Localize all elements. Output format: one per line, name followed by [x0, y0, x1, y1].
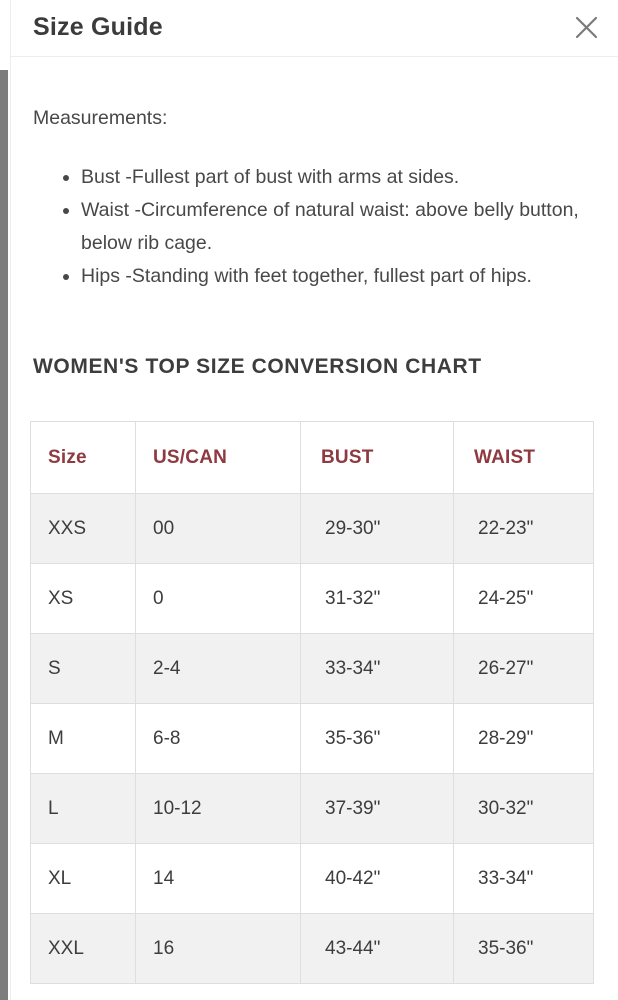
scrollbar-thumb[interactable] — [0, 70, 8, 1000]
table-cell: 30-32" — [453, 773, 594, 844]
measurement-item: Bust -Fullest part of bust with arms at … — [81, 161, 596, 194]
size-conversion-table: Size US/CAN BUST WAIST XXS 00 29-30" 22-23" XS 0… — [30, 421, 594, 984]
table-cell: XL — [30, 843, 136, 914]
measurement-item: Hips -Standing with feet together, fulle… — [81, 260, 596, 293]
table-row: M 6-8 35-36" 28-29" — [30, 703, 594, 774]
table-cell: 22-23" — [453, 493, 594, 564]
table-row: L 10-12 37-39" 30-32" — [30, 773, 594, 844]
table-header-row: Size US/CAN BUST WAIST — [30, 421, 594, 494]
table-cell: XS — [30, 563, 136, 634]
table-cell: 0 — [135, 563, 301, 634]
close-icon — [573, 14, 600, 41]
table-cell: 35-36" — [300, 703, 454, 774]
table-cell: 28-29" — [453, 703, 594, 774]
table-cell: 37-39" — [300, 773, 454, 844]
scrollbar-track[interactable] — [0, 0, 11, 1000]
modal-header: Size Guide — [0, 0, 618, 57]
table-cell: XXS — [30, 493, 136, 564]
chart-heading: WOMEN'S TOP SIZE CONVERSION CHART — [33, 355, 482, 378]
table-cell: L — [30, 773, 136, 844]
table-cell: 43-44" — [300, 913, 454, 984]
table-cell: 40-42" — [300, 843, 454, 914]
table-cell: 6-8 — [135, 703, 301, 774]
table-cell: S — [30, 633, 136, 704]
table-cell: 29-30" — [300, 493, 454, 564]
table-cell: 14 — [135, 843, 301, 914]
modal-body: Measurements: Bust -Fullest part of bust… — [0, 57, 618, 984]
table-row: XXS 00 29-30" 22-23" — [30, 493, 594, 564]
column-header: US/CAN — [135, 421, 301, 494]
measurements-list: Bust -Fullest part of bust with arms at … — [33, 161, 596, 293]
table-cell: 33-34" — [300, 633, 454, 704]
column-header: WAIST — [453, 421, 594, 494]
measurement-item: Waist -Circumference of natural waist: a… — [81, 194, 596, 260]
close-button[interactable] — [570, 11, 602, 43]
column-header: Size — [30, 421, 136, 494]
table-cell: 35-36" — [453, 913, 594, 984]
table-cell: 00 — [135, 493, 301, 564]
column-header: BUST — [300, 421, 454, 494]
table-cell: XXL — [30, 913, 136, 984]
table-cell: 2-4 — [135, 633, 301, 704]
modal-title: Size Guide — [33, 13, 163, 41]
table-row: XXL 16 43-44" 35-36" — [30, 913, 594, 984]
table-body: XXS 00 29-30" 22-23" XS 0 31-32" 24-25" S 2-4 33-3… — [30, 493, 594, 984]
table-cell: 24-25" — [453, 563, 594, 634]
table-cell: 10-12 — [135, 773, 301, 844]
table-cell: 26-27" — [453, 633, 594, 704]
table-row: XS 0 31-32" 24-25" — [30, 563, 594, 634]
table-row: XL 14 40-42" 33-34" — [30, 843, 594, 914]
table-row: S 2-4 33-34" 26-27" — [30, 633, 594, 704]
table-cell: 33-34" — [453, 843, 594, 914]
table-cell: M — [30, 703, 136, 774]
measurements-label: Measurements: — [33, 107, 168, 129]
table-cell: 31-32" — [300, 563, 454, 634]
table-cell: 16 — [135, 913, 301, 984]
